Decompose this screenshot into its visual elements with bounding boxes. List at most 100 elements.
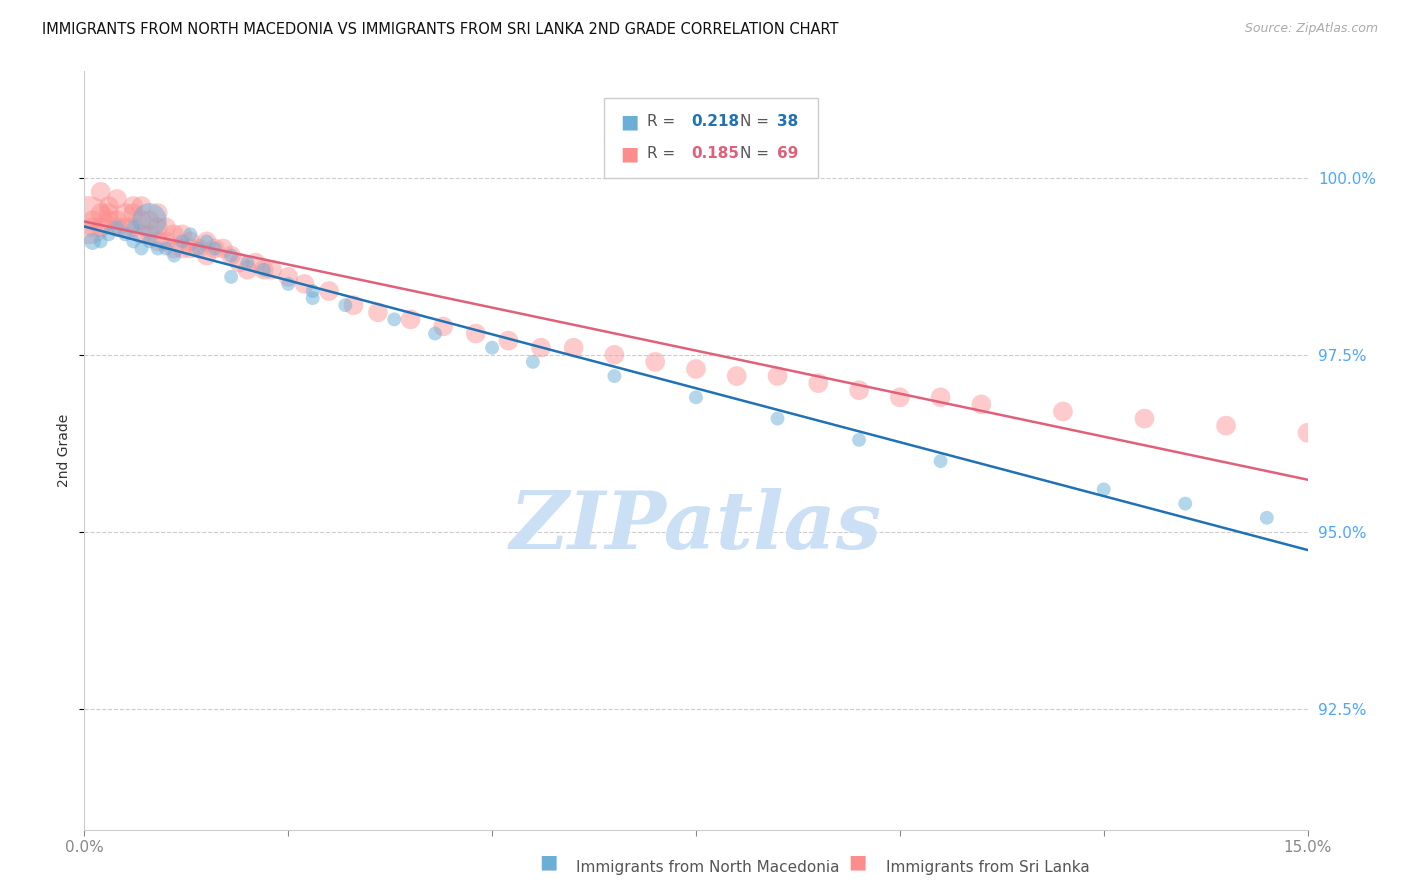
Point <box>277 277 299 291</box>
Point <box>163 242 186 256</box>
Point <box>929 454 952 468</box>
Point <box>97 199 120 213</box>
Point <box>562 341 585 355</box>
Point <box>848 433 870 447</box>
Point <box>889 390 911 404</box>
Point <box>114 206 136 220</box>
Text: ■: ■ <box>538 852 558 871</box>
Point <box>131 199 153 213</box>
Point <box>97 227 120 242</box>
Point <box>138 213 160 227</box>
Point <box>335 298 357 312</box>
Point <box>219 249 242 263</box>
FancyBboxPatch shape <box>605 98 818 178</box>
Point <box>146 206 169 220</box>
Point <box>114 220 136 235</box>
Point <box>1052 404 1074 418</box>
Text: 0.218: 0.218 <box>692 114 740 129</box>
Text: 0.185: 0.185 <box>692 146 740 161</box>
Point <box>77 213 100 227</box>
Point <box>179 227 201 242</box>
Point <box>685 362 707 376</box>
Point <box>105 220 128 235</box>
Point <box>766 369 789 384</box>
Point <box>122 220 145 235</box>
Point <box>1174 497 1197 511</box>
Point <box>97 206 120 220</box>
Point <box>90 206 112 220</box>
Point <box>172 242 194 256</box>
Point <box>603 348 626 362</box>
Point <box>382 312 405 326</box>
Point <box>481 341 503 355</box>
Text: R =: R = <box>647 114 681 129</box>
Point <box>122 199 145 213</box>
Point <box>219 249 242 263</box>
Point <box>260 262 283 277</box>
Point <box>146 235 169 249</box>
Text: Source: ZipAtlas.com: Source: ZipAtlas.com <box>1244 22 1378 36</box>
Text: 69: 69 <box>776 146 799 161</box>
Point <box>155 220 177 235</box>
Point <box>105 220 128 235</box>
Text: ZIPatlas: ZIPatlas <box>510 488 882 565</box>
Text: N =: N = <box>740 146 773 161</box>
Point <box>146 220 169 235</box>
Point <box>318 284 340 298</box>
Point <box>138 227 160 242</box>
Point <box>172 227 194 242</box>
Point <box>277 269 299 284</box>
Point <box>929 390 952 404</box>
Point <box>122 235 145 249</box>
Point <box>204 242 226 256</box>
Point <box>82 213 104 227</box>
Point <box>423 326 446 341</box>
Point <box>138 235 160 249</box>
Text: N =: N = <box>740 114 773 129</box>
Point <box>97 213 120 227</box>
Text: R =: R = <box>647 146 681 161</box>
Point <box>187 242 209 256</box>
Text: Immigrants from North Macedonia: Immigrants from North Macedonia <box>576 860 839 874</box>
Point <box>146 242 169 256</box>
Point <box>195 235 218 249</box>
Point <box>766 411 789 425</box>
Point <box>82 235 104 249</box>
Point <box>179 235 201 249</box>
Point <box>195 249 218 263</box>
Point <box>204 242 226 256</box>
Point <box>970 397 993 411</box>
Point <box>294 277 316 291</box>
Point <box>90 220 112 235</box>
Point <box>219 269 242 284</box>
Point <box>138 213 160 227</box>
Point <box>301 291 323 305</box>
Point <box>399 312 422 326</box>
Point <box>82 220 104 235</box>
Point <box>212 242 235 256</box>
Point <box>105 192 128 206</box>
Point <box>1133 411 1156 425</box>
Point <box>253 262 276 277</box>
Point <box>253 262 276 277</box>
Point <box>90 235 112 249</box>
Text: IMMIGRANTS FROM NORTH MACEDONIA VS IMMIGRANTS FROM SRI LANKA 2ND GRADE CORRELATI: IMMIGRANTS FROM NORTH MACEDONIA VS IMMIG… <box>42 22 839 37</box>
Point <box>848 383 870 397</box>
Point <box>1256 510 1278 524</box>
Point <box>342 298 364 312</box>
Point <box>228 255 250 269</box>
Point <box>105 213 128 227</box>
Point <box>131 213 153 227</box>
Point <box>1296 425 1319 440</box>
Point <box>367 305 389 319</box>
Point <box>522 355 544 369</box>
Point <box>603 369 626 384</box>
Point <box>187 242 209 256</box>
Point <box>163 227 186 242</box>
Text: 38: 38 <box>776 114 799 129</box>
Point <box>685 390 707 404</box>
Text: ■: ■ <box>620 144 638 163</box>
Point <box>464 326 486 341</box>
Point <box>301 284 323 298</box>
Point <box>644 355 666 369</box>
